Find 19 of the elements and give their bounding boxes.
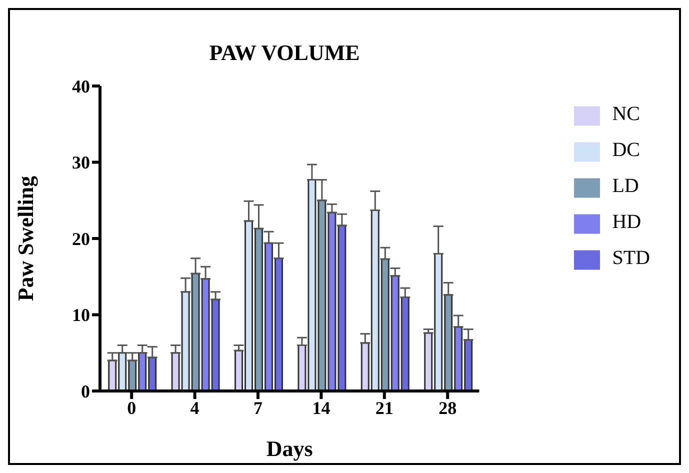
legend-label: DC xyxy=(612,139,640,161)
x-tick-label: 21 xyxy=(375,398,394,418)
y-tick-label: 20 xyxy=(72,228,90,249)
x-tick-label: 14 xyxy=(312,398,330,418)
y-tick-label: 30 xyxy=(72,152,90,173)
y-axis-title: Paw Swelling xyxy=(12,176,38,302)
y-tick-label: 10 xyxy=(72,305,90,326)
y-tick-label: 40 xyxy=(72,76,90,96)
legend-label: LD xyxy=(612,175,639,197)
x-tick-label: 7 xyxy=(254,398,262,418)
legend-label: STD xyxy=(612,247,650,269)
x-tick-label: 4 xyxy=(190,398,200,418)
x-tick-label: 28 xyxy=(438,398,457,418)
legend-label: NC xyxy=(612,103,640,125)
y-tick-label: 0 xyxy=(81,381,90,402)
x-axis-title: Days xyxy=(266,436,314,461)
legend-label: HD xyxy=(612,211,642,233)
x-tick-label: 0 xyxy=(127,398,136,418)
chart-title: PAW VOLUME xyxy=(208,40,361,66)
